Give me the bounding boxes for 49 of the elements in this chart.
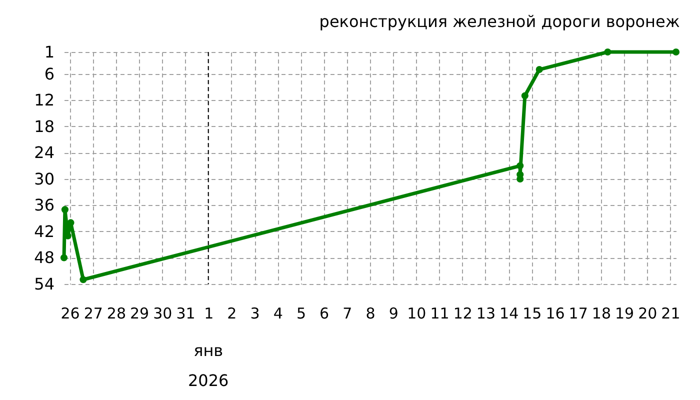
- x-tick-label: 8: [366, 304, 376, 322]
- x-tick-label: 4: [273, 304, 283, 322]
- x-tick-label: 13: [476, 304, 496, 322]
- y-tick-label: 54: [34, 274, 54, 294]
- text: 2026: [188, 371, 229, 390]
- x-tick-label: 16: [546, 304, 565, 322]
- y-tick-label: 12: [34, 90, 54, 110]
- point: [60, 254, 68, 262]
- x-tick-label: 14: [500, 304, 519, 322]
- point: [80, 276, 87, 284]
- y-tick-label: 36: [34, 196, 54, 215]
- x-tick-label: 11: [430, 304, 450, 322]
- point: [672, 48, 680, 56]
- y-tick-label: 1: [44, 42, 54, 62]
- x-tick-label: 26: [60, 304, 80, 322]
- point: [604, 48, 612, 56]
- x-tick-label: 2: [227, 304, 237, 322]
- x-tick-label: 6: [320, 304, 330, 322]
- point: [61, 206, 68, 214]
- y-tick-label: 6: [44, 64, 54, 84]
- x-tick-label: 12: [453, 304, 472, 322]
- point: [536, 66, 543, 74]
- text: янв: [194, 341, 224, 360]
- x-tick-label: 18: [592, 304, 611, 322]
- x-tick-label: 28: [106, 304, 126, 322]
- x-tick-label: 1: [204, 304, 214, 322]
- x-tick-label: 3: [250, 304, 260, 322]
- x-tick-label: 30: [153, 304, 172, 322]
- y-tick-label: 48: [34, 248, 54, 268]
- x-tick-label: 17: [568, 304, 588, 322]
- x-tick-label: 10: [407, 304, 426, 322]
- x-tick-label: 31: [176, 304, 196, 322]
- x-tick-label: 9: [388, 304, 398, 322]
- y-tick-label: 30: [34, 169, 54, 188]
- y-tick-label: 24: [34, 143, 54, 162]
- point: [516, 162, 524, 170]
- y-tick-label: 42: [34, 222, 54, 241]
- x-tick-label: 5: [296, 304, 306, 322]
- x-tick-label: 20: [638, 304, 658, 322]
- point: [521, 92, 528, 100]
- x-tick-label: 7: [342, 304, 352, 322]
- x-tick-label: 19: [614, 304, 634, 322]
- x-tick-label: 29: [130, 304, 150, 322]
- point: [67, 219, 74, 226]
- chart-title: реконструкция железной дороги воронеж: [319, 12, 680, 31]
- x-tick-label: 21: [661, 304, 680, 322]
- x-tick-label: 15: [522, 304, 542, 322]
- x-tick-label: 27: [84, 304, 103, 322]
- y-tick-label: 18: [34, 116, 54, 136]
